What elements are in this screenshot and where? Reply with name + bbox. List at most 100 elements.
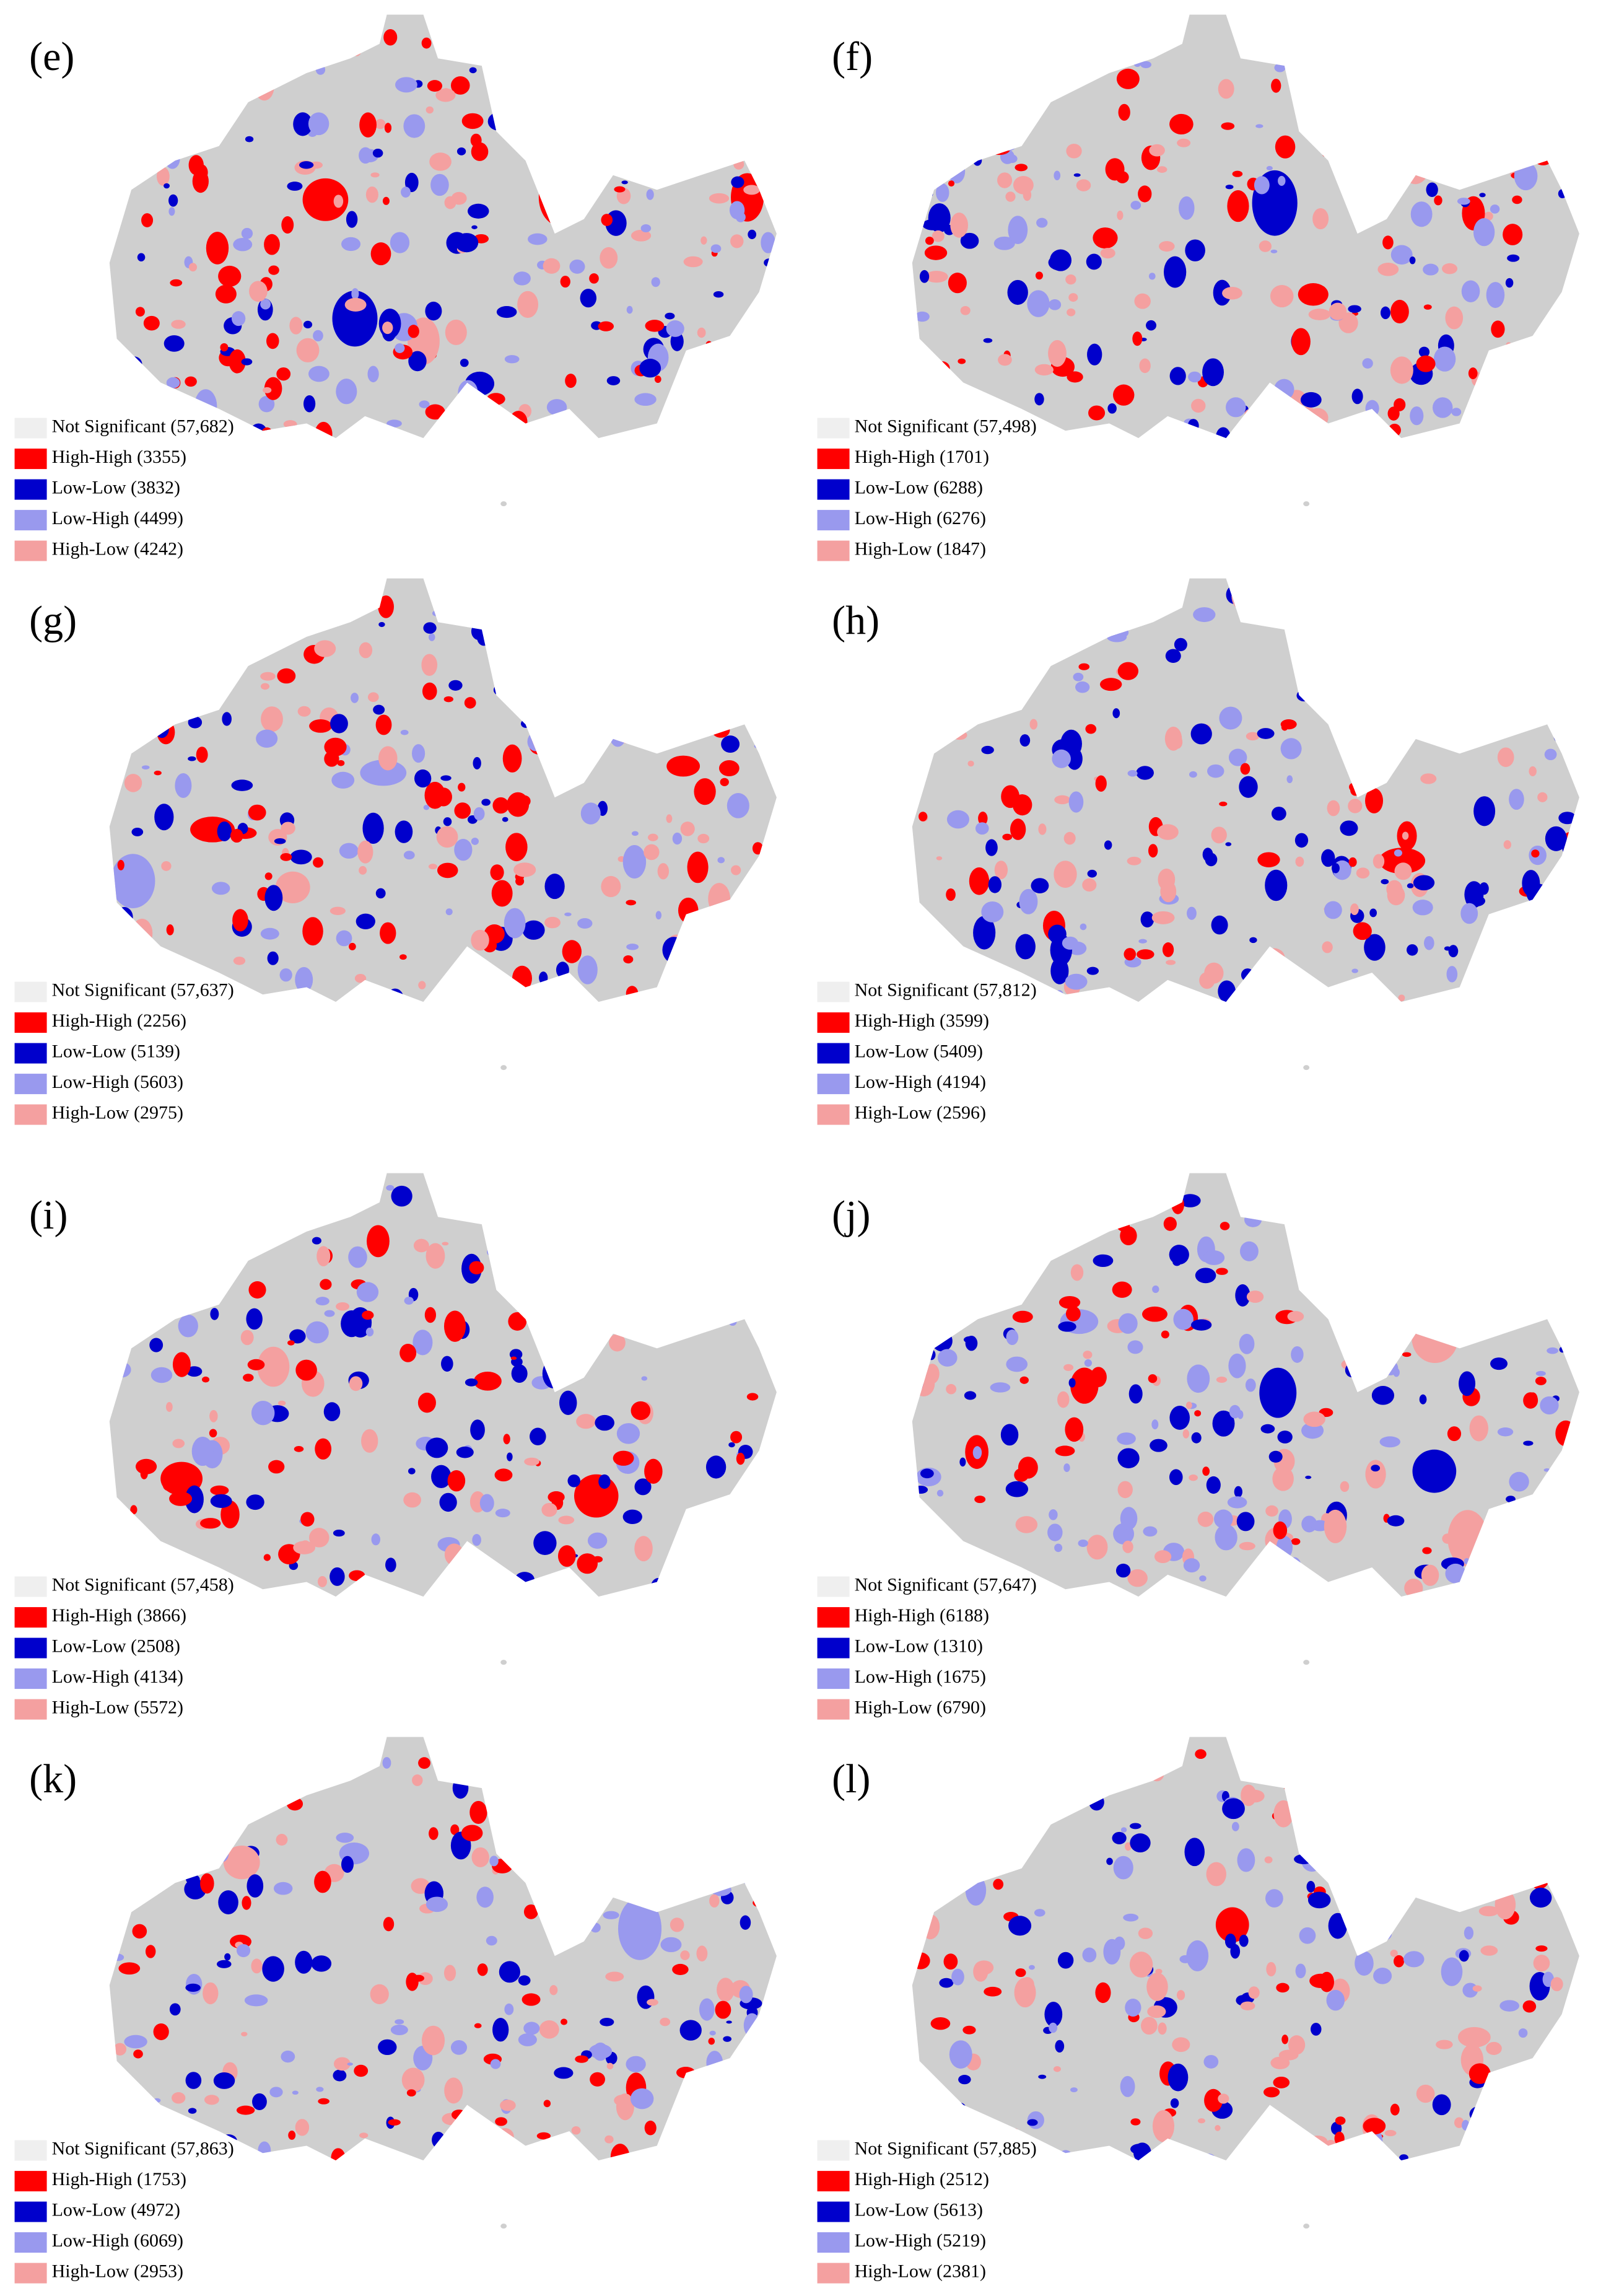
cluster-patch <box>333 195 344 208</box>
cluster-patch <box>375 888 386 899</box>
cluster-patch <box>666 320 684 337</box>
cluster-patch <box>229 589 249 618</box>
cluster-patch <box>1484 633 1493 644</box>
cluster-patch <box>231 779 253 791</box>
cluster-patch <box>549 1985 558 1996</box>
cluster-patch <box>1539 1558 1550 1566</box>
cluster-patch <box>925 1364 940 1384</box>
cluster-patch <box>1549 68 1571 100</box>
cluster-patch <box>626 944 639 950</box>
cluster-patch <box>336 1833 354 1843</box>
cluster-patch <box>302 917 323 946</box>
cluster-patch <box>963 1336 977 1343</box>
cluster-patch <box>1268 1450 1283 1463</box>
cluster-patch <box>1350 164 1360 178</box>
cluster-patch <box>349 1376 363 1391</box>
cluster-patch <box>378 2039 397 2056</box>
cluster-patch <box>1412 1313 1459 1364</box>
cluster-patch <box>1457 1852 1465 1858</box>
cluster-patch <box>720 405 733 415</box>
cluster-patch <box>518 2033 537 2046</box>
cluster-patch <box>932 230 945 242</box>
cluster-patch <box>965 391 976 398</box>
cluster-patch <box>1283 1779 1303 1794</box>
cluster-patch <box>576 1414 596 1429</box>
cluster-patch <box>638 1817 660 1830</box>
cluster-patch <box>247 1359 265 1370</box>
cluster-patch <box>133 2049 143 2059</box>
cluster-patch <box>395 77 417 93</box>
cluster-patch <box>126 1551 147 1570</box>
cluster-patch <box>1139 358 1151 374</box>
cluster-patch <box>1065 973 1088 990</box>
cluster-patch <box>1558 189 1567 198</box>
cluster-patch <box>1169 367 1186 385</box>
cluster-patch <box>546 399 567 416</box>
cluster-patch <box>1024 1225 1039 1244</box>
cluster-patch <box>466 1204 479 1213</box>
cluster-patch <box>385 1558 396 1572</box>
cluster-patch <box>404 1297 414 1305</box>
cluster-patch <box>1529 1763 1547 1787</box>
cluster-patch <box>151 1367 173 1383</box>
cluster-patch <box>1239 1333 1255 1354</box>
cluster-patch <box>1365 788 1384 813</box>
cluster-patch <box>1205 852 1218 867</box>
cluster-patch <box>1146 320 1157 331</box>
cluster-patch <box>577 955 598 984</box>
cluster-patch <box>1433 134 1439 139</box>
cluster-patch <box>687 851 709 883</box>
cluster-patch <box>1498 659 1508 667</box>
cluster-patch <box>1451 408 1462 416</box>
cluster-patch <box>1349 782 1358 792</box>
cluster-patch <box>1102 597 1114 614</box>
cluster-patch <box>1401 625 1420 647</box>
cluster-patch <box>315 611 331 621</box>
cluster-patch <box>260 299 271 310</box>
cluster-patch <box>1237 1848 1255 1872</box>
cluster-patch <box>241 358 253 366</box>
legend-entry: High-Low (2975) <box>52 1102 183 1123</box>
cluster-patch <box>657 166 665 172</box>
cluster-patch <box>1507 254 1520 262</box>
cluster-patch <box>1514 592 1525 599</box>
cluster-patch <box>596 1839 613 1859</box>
cluster-patch <box>1239 776 1258 798</box>
cluster-patch <box>1547 1821 1561 1841</box>
cluster-patch <box>686 915 695 921</box>
cluster-patch <box>946 888 956 901</box>
cluster-patch <box>1468 367 1478 380</box>
cluster-patch <box>1103 1939 1121 1965</box>
cluster-patch <box>135 692 155 714</box>
cluster-patch <box>431 1465 452 1489</box>
cluster-patch <box>544 623 559 638</box>
cluster-patch <box>1365 590 1373 600</box>
cluster-patch <box>1454 2117 1464 2128</box>
cluster-patch <box>269 2087 283 2098</box>
cluster-patch <box>730 1431 743 1444</box>
cluster-patch <box>655 911 662 920</box>
cluster-patch <box>665 312 675 320</box>
cluster-patch <box>1312 208 1329 230</box>
cluster-patch <box>396 997 403 1002</box>
cluster-patch <box>1265 1889 1283 1908</box>
cluster-patch <box>1173 1308 1194 1330</box>
cluster-patch <box>1076 179 1091 191</box>
cluster-patch <box>348 1246 367 1268</box>
cluster-patch <box>919 812 928 822</box>
cluster-patch <box>1263 590 1286 615</box>
cluster-patch <box>1034 1909 1045 1917</box>
cluster-patch <box>1019 734 1031 747</box>
cluster-patch <box>267 951 279 965</box>
cluster-patch <box>346 211 358 228</box>
cluster-patch <box>930 2017 951 2030</box>
cluster-patch <box>972 154 982 166</box>
cluster-patch <box>274 838 286 844</box>
legend-swatch <box>14 479 47 500</box>
cluster-patch <box>511 1756 550 1795</box>
cluster-patch <box>647 833 658 841</box>
cluster-patch <box>1296 25 1305 37</box>
cluster-patch <box>1160 880 1177 903</box>
cluster-patch <box>926 74 946 103</box>
